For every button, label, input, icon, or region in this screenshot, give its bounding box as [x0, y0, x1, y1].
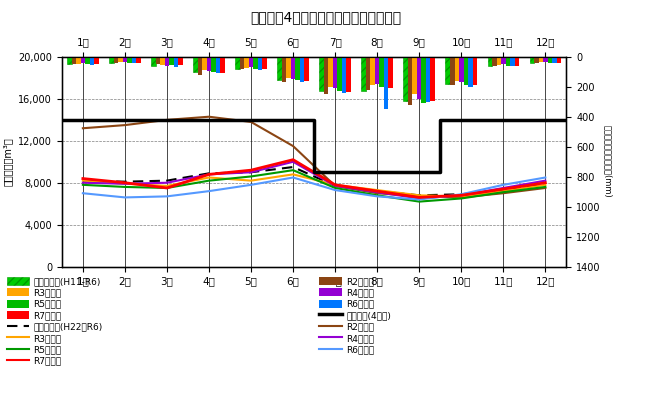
Bar: [169, 57, 174, 65]
Bar: [408, 57, 413, 105]
Bar: [497, 57, 501, 65]
Bar: [370, 57, 375, 85]
Bar: [328, 57, 333, 87]
Bar: [193, 57, 198, 72]
Bar: [488, 57, 492, 66]
Bar: [67, 57, 72, 64]
Bar: [122, 57, 127, 62]
Bar: [296, 57, 300, 80]
Bar: [375, 57, 380, 84]
Bar: [366, 57, 370, 90]
Bar: [464, 57, 468, 85]
Bar: [202, 57, 207, 70]
Bar: [454, 57, 459, 81]
Bar: [492, 57, 497, 66]
Y-axis label: 浦山ダム地点月降水量(mm): 浦山ダム地点月降水量(mm): [603, 125, 612, 198]
Bar: [514, 57, 519, 66]
Bar: [557, 57, 561, 63]
Legend: R2降水量, R4降水量, R6降水量, 利水容量(4ダム), R2貯水量, R4貯水量, R6貯水量: R2降水量, R4降水量, R6降水量, 利水容量(4ダム), R2貯水量, R…: [319, 277, 391, 354]
Bar: [534, 57, 538, 63]
Bar: [207, 57, 212, 71]
Bar: [215, 57, 220, 73]
Bar: [361, 57, 366, 91]
Bar: [459, 57, 464, 83]
Bar: [305, 57, 309, 81]
Bar: [72, 57, 76, 64]
Bar: [324, 57, 328, 94]
Bar: [384, 57, 389, 109]
Bar: [389, 57, 393, 88]
Bar: [421, 57, 426, 103]
Bar: [333, 57, 337, 88]
Bar: [413, 57, 417, 94]
Bar: [90, 57, 94, 65]
Bar: [212, 57, 215, 72]
Bar: [136, 57, 141, 63]
Bar: [543, 57, 547, 62]
Bar: [114, 57, 118, 63]
Bar: [445, 57, 450, 84]
Bar: [450, 57, 454, 85]
Bar: [426, 57, 430, 102]
Bar: [529, 57, 534, 63]
Bar: [417, 57, 421, 99]
Bar: [291, 57, 296, 79]
Bar: [262, 57, 267, 69]
Bar: [510, 57, 514, 66]
Bar: [506, 57, 510, 66]
Bar: [220, 57, 225, 73]
Bar: [174, 57, 178, 67]
Bar: [85, 57, 90, 64]
Bar: [538, 57, 543, 62]
Bar: [547, 57, 552, 63]
Bar: [235, 57, 240, 69]
Bar: [165, 57, 169, 66]
Bar: [346, 57, 351, 92]
Bar: [198, 57, 202, 75]
Bar: [258, 57, 262, 70]
Bar: [249, 57, 253, 68]
Bar: [127, 57, 132, 63]
Bar: [178, 57, 183, 65]
Bar: [76, 57, 81, 64]
Bar: [430, 57, 435, 101]
Bar: [380, 57, 384, 87]
Bar: [151, 57, 156, 66]
Bar: [160, 57, 165, 65]
Bar: [109, 57, 114, 63]
Bar: [282, 57, 286, 83]
Bar: [277, 57, 282, 81]
Bar: [81, 57, 85, 63]
Bar: [300, 57, 305, 82]
Bar: [253, 57, 258, 69]
Bar: [94, 57, 99, 64]
Text: 荒川水系4ダムの貯水量と降水量の関係: 荒川水系4ダムの貯水量と降水量の関係: [250, 10, 401, 24]
Bar: [286, 57, 291, 78]
Bar: [404, 57, 408, 101]
Bar: [342, 57, 346, 93]
Bar: [320, 57, 324, 91]
Bar: [552, 57, 557, 63]
Bar: [501, 57, 506, 64]
Y-axis label: 貯水量（万m³）: 貯水量（万m³）: [3, 138, 12, 186]
Bar: [156, 57, 160, 64]
Bar: [337, 57, 342, 92]
Bar: [244, 57, 249, 68]
Bar: [240, 57, 244, 69]
Bar: [132, 57, 136, 63]
Bar: [118, 57, 122, 62]
Bar: [473, 57, 477, 85]
Bar: [468, 57, 473, 87]
